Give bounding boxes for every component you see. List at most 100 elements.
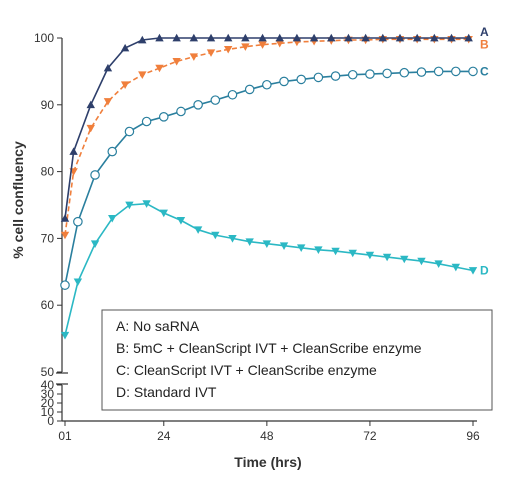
x-tick-label: 96 [466, 429, 480, 443]
data-point [90, 170, 100, 180]
data-point [245, 238, 254, 246]
x-tick-label: 01 [58, 429, 72, 443]
data-point [275, 39, 284, 48]
x-axis-title: Time (hrs) [234, 454, 301, 470]
data-point [210, 95, 221, 105]
data-point [103, 98, 113, 106]
data-point [451, 263, 461, 272]
y-axis-main: 50 60 70 80 90 100 [34, 31, 63, 379]
data-point [468, 267, 478, 275]
y-tick-label: 60 [41, 298, 55, 312]
y-inset-tick-label: 0 [47, 414, 54, 428]
data-point [206, 33, 216, 42]
data-point [189, 53, 199, 61]
data-point [314, 246, 323, 254]
legend-entry-a: A: No saRNA [116, 318, 200, 334]
data-point [60, 331, 70, 340]
y-tick-label: 50 [41, 365, 55, 379]
data-point [279, 242, 289, 250]
data-point [155, 33, 164, 42]
data-point [73, 216, 83, 227]
data-point [365, 251, 375, 260]
data-point [244, 84, 255, 95]
data-point [73, 278, 83, 287]
data-point [378, 33, 388, 42]
data-point [125, 201, 134, 210]
data-point [142, 200, 151, 208]
data-point [434, 260, 443, 268]
data-point [224, 45, 233, 54]
series-b [60, 35, 473, 240]
legend-box [101, 309, 493, 411]
series-end-label-b: B [480, 37, 489, 51]
data-point [262, 240, 272, 248]
data-point [361, 33, 370, 42]
data-point [60, 214, 70, 222]
data-point [124, 126, 135, 137]
data-point [451, 66, 461, 77]
data-point [382, 253, 392, 262]
data-point [227, 89, 238, 100]
series-end-label-c: C [480, 64, 489, 78]
data-point [176, 106, 186, 117]
data-point [430, 33, 439, 42]
data-point [90, 240, 100, 248]
data-point [193, 226, 203, 234]
data-point [138, 71, 147, 79]
data-point [313, 72, 324, 83]
series-a [60, 33, 473, 222]
data-point [296, 74, 307, 85]
data-point [159, 209, 168, 218]
data-point [211, 231, 220, 240]
x-axis: 01 24 48 72 96 [58, 420, 480, 443]
y-tick-label: 70 [41, 231, 55, 245]
data-point [86, 124, 95, 133]
data-point [228, 235, 237, 243]
data-point [279, 76, 289, 87]
data-point [86, 100, 95, 109]
y-inset-tick-label: 10 [41, 405, 55, 419]
data-point [395, 33, 405, 42]
series-d [60, 200, 478, 340]
y-inset-tick-label: 40 [41, 378, 55, 392]
data-point [400, 255, 409, 264]
legend: A: No saRNA B: 5mC + CleanScript IVT + C… [101, 309, 493, 411]
data-point [292, 33, 302, 42]
series-end-label-d: D [480, 263, 489, 277]
data-point [158, 112, 169, 122]
series-line-c [64, 70, 473, 286]
data-point [138, 35, 147, 44]
data-point [417, 257, 426, 266]
data-point [176, 217, 186, 225]
y-inset-tick-label: 30 [41, 387, 55, 401]
data-point [262, 79, 272, 90]
y-axis-title: % cell confluency [10, 141, 26, 259]
data-point [241, 43, 250, 51]
x-tick-label: 48 [260, 429, 274, 443]
data-point [382, 68, 392, 79]
y-inset-tick-label: 20 [41, 396, 55, 410]
series-end-label-a: A [480, 25, 489, 39]
data-point [120, 81, 130, 89]
data-point [172, 33, 181, 42]
data-point [120, 43, 130, 52]
data-point [416, 67, 427, 77]
y-tick-label: 100 [34, 31, 54, 45]
data-point [241, 33, 250, 42]
data-point [433, 66, 444, 77]
data-point [309, 33, 319, 42]
series-layer [60, 33, 478, 340]
series-line-a [64, 37, 469, 219]
data-point [108, 215, 117, 223]
legend-entry-b: B: 5mC + CleanScript IVT + CleanScribe e… [116, 340, 422, 356]
data-point [468, 66, 478, 77]
data-point [327, 33, 336, 42]
series-end-labels: D CBA [480, 25, 489, 277]
data-point [331, 247, 340, 256]
data-point [258, 33, 267, 42]
data-point [60, 280, 70, 290]
data-point [103, 63, 113, 72]
data-point [275, 33, 284, 42]
